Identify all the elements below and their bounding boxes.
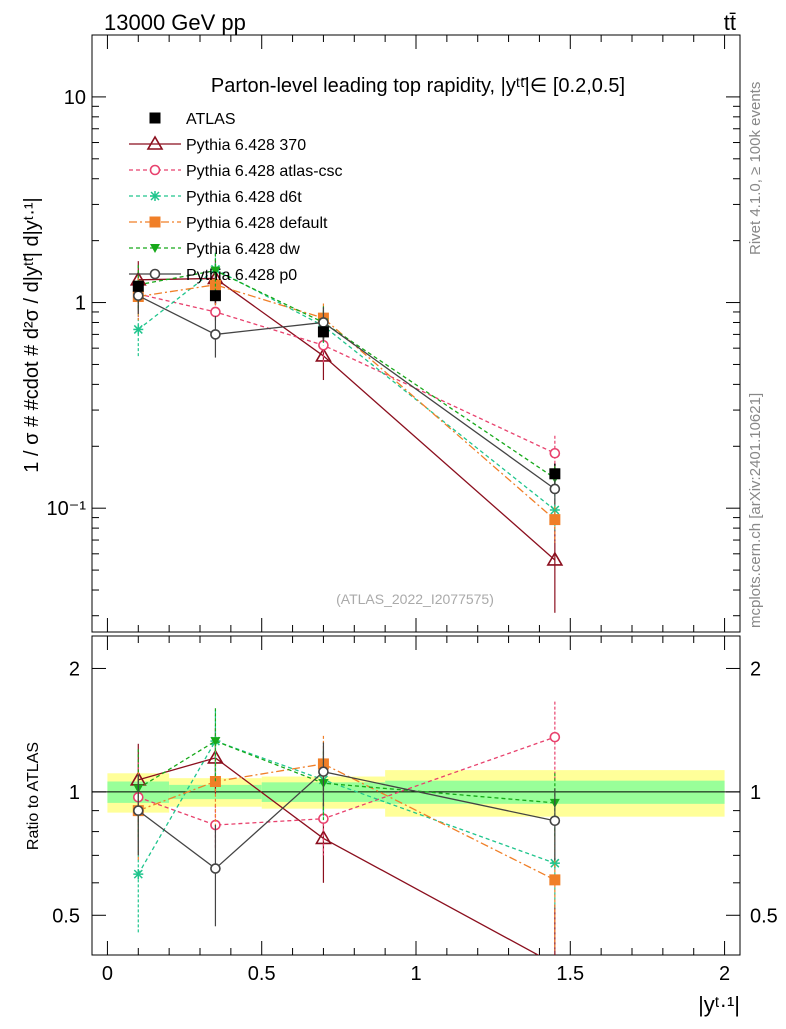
ratio-series-2	[133, 710, 560, 935]
process-label: tt̄	[724, 10, 736, 35]
ratio-y-tick-label: 2	[69, 658, 80, 680]
y-axis-label: 1 / σ # #cdot # d²σ / d|yᵗᵗ̄| d|yᵗ·¹|	[21, 197, 43, 472]
y-tick-label: 10⁻¹	[47, 498, 87, 520]
series-line	[138, 284, 556, 521]
ratio-series-line	[137, 740, 556, 875]
x-tick-label: 2	[719, 963, 730, 985]
legend-label: Pythia 6.428 370	[186, 137, 306, 154]
ratio-point	[210, 863, 221, 874]
ratio-point	[132, 805, 144, 816]
ratio-point	[549, 874, 561, 886]
x-tick-label: 0.5	[248, 963, 276, 985]
series-point	[210, 306, 221, 318]
legend-label: Pythia 6.428 default	[186, 215, 328, 232]
atlas-point	[317, 326, 329, 338]
series-2	[133, 252, 560, 531]
series-point	[549, 447, 561, 459]
series-line	[137, 268, 556, 511]
legend-marker	[149, 112, 161, 124]
series-point	[210, 266, 221, 276]
series-point	[549, 514, 561, 526]
series-line	[138, 277, 556, 561]
series-point	[549, 483, 561, 495]
legend-marker	[150, 191, 160, 201]
legend-marker	[149, 268, 161, 280]
series-1	[132, 275, 561, 476]
ratio-point	[209, 775, 221, 787]
legend-marker	[149, 216, 161, 228]
ratio-series-line	[137, 770, 555, 870]
ratio-series-5	[132, 742, 561, 927]
series-line	[137, 295, 556, 490]
rivet-label: Rivet 4.1.0, ≥ 100k events	[747, 82, 764, 255]
series-point	[546, 551, 564, 566]
atlas-point	[549, 468, 561, 480]
series-point	[133, 324, 144, 335]
ratio-y-tick-label-right: 0.5	[750, 905, 778, 927]
ratio-y-axis-label: Ratio to ATLAS	[25, 742, 42, 850]
x-tick-label: 0	[102, 963, 113, 985]
ratio-point	[549, 815, 561, 827]
atlas-point	[132, 280, 144, 292]
legend-marker	[146, 135, 164, 150]
energy-label: 13000 GeV pp	[104, 10, 246, 35]
series-point	[210, 329, 221, 340]
legend-label: Pythia 6.428 p0	[186, 267, 297, 284]
legend-marker	[150, 244, 160, 253]
series-line	[138, 293, 556, 454]
series-3	[132, 268, 561, 543]
ratio-point	[318, 766, 329, 777]
series-line	[138, 269, 556, 479]
ratio-series-line	[138, 736, 556, 826]
legend-label: Pythia 6.428 dw	[186, 241, 300, 258]
x-tick-label: 1.5	[556, 963, 584, 985]
legend: ATLAS Pythia 6.428 370 Pythia 6.428 atlas-…	[129, 111, 343, 284]
ratio-point	[549, 731, 561, 743]
legend-label: Pythia 6.428 atlas-csc	[186, 163, 343, 180]
ratio-y-tick-label: 0.5	[52, 905, 80, 927]
y-tick-label: 10	[64, 87, 86, 109]
legend-label: Pythia 6.428 d6t	[186, 189, 302, 206]
legend-marker	[149, 164, 161, 176]
mcplots-label: mcplots.cern.ch [arXiv:2401.10621]	[747, 393, 764, 628]
ratio-series-line	[137, 740, 555, 804]
ratio-point	[210, 737, 221, 747]
ratio-series-group	[129, 701, 561, 955]
ratio-point	[133, 869, 144, 880]
main-panel: 10⁻¹ 1 10	[47, 34, 741, 633]
series-0	[129, 260, 564, 613]
watermark: (ATLAS_2022_I2077575)	[336, 591, 494, 607]
x-axis-label: |yᵗ·¹|	[698, 992, 740, 1017]
series-5	[132, 280, 561, 505]
series-point	[132, 290, 144, 301]
chart-title: Parton-level leading top rapidity, |yᵗᵗ̄…	[211, 75, 625, 97]
ratio-y-tick-label-right: 1	[750, 782, 761, 804]
legend-label: ATLAS	[186, 111, 236, 128]
series-4	[133, 253, 560, 492]
ratio-series-line	[138, 757, 540, 955]
ratio-panel: 0.5 0.5 1 1 2 2 0 0.5 1 1.5 2	[52, 635, 778, 985]
x-tick-label: 1	[410, 963, 421, 985]
ratio-y-tick-label-right: 2	[750, 658, 761, 680]
ratio-series-line	[138, 763, 556, 881]
atlas-point	[209, 290, 221, 302]
ratio-y-tick-label: 1	[69, 782, 80, 804]
y-tick-label: 1	[75, 293, 86, 315]
ratio-series-3	[132, 735, 561, 951]
series-point	[318, 317, 329, 328]
